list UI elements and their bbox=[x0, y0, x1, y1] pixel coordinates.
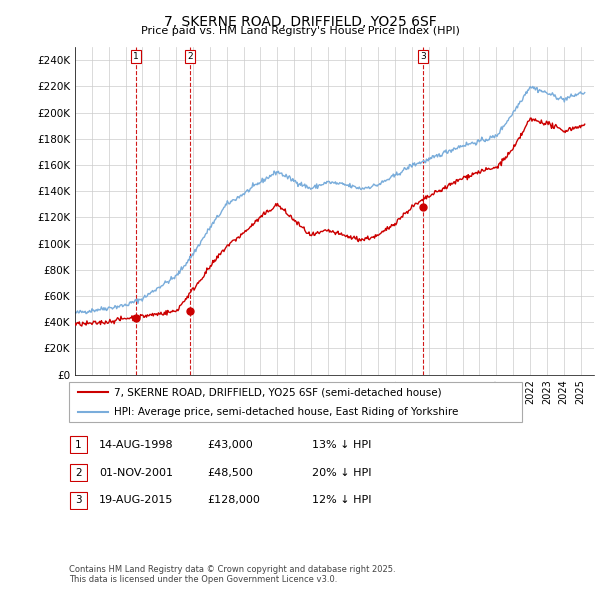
Text: 7, SKERNE ROAD, DRIFFIELD, YO25 6SF: 7, SKERNE ROAD, DRIFFIELD, YO25 6SF bbox=[164, 15, 436, 29]
Text: 01-NOV-2001: 01-NOV-2001 bbox=[99, 468, 173, 477]
Text: 19-AUG-2015: 19-AUG-2015 bbox=[99, 496, 173, 505]
Text: 20% ↓ HPI: 20% ↓ HPI bbox=[312, 468, 371, 477]
Text: Price paid vs. HM Land Registry's House Price Index (HPI): Price paid vs. HM Land Registry's House … bbox=[140, 26, 460, 36]
Text: 3: 3 bbox=[75, 496, 82, 505]
Text: 2: 2 bbox=[75, 468, 82, 477]
Text: 1: 1 bbox=[133, 52, 139, 61]
Text: 7, SKERNE ROAD, DRIFFIELD, YO25 6SF (semi-detached house): 7, SKERNE ROAD, DRIFFIELD, YO25 6SF (sem… bbox=[115, 387, 442, 397]
Text: £48,500: £48,500 bbox=[207, 468, 253, 477]
Text: 3: 3 bbox=[420, 52, 425, 61]
Text: £43,000: £43,000 bbox=[207, 440, 253, 450]
Text: £128,000: £128,000 bbox=[207, 496, 260, 505]
Text: 12% ↓ HPI: 12% ↓ HPI bbox=[312, 496, 371, 505]
Text: 1: 1 bbox=[75, 440, 82, 450]
FancyBboxPatch shape bbox=[70, 437, 87, 453]
FancyBboxPatch shape bbox=[69, 382, 522, 422]
Text: 13% ↓ HPI: 13% ↓ HPI bbox=[312, 440, 371, 450]
FancyBboxPatch shape bbox=[70, 464, 87, 481]
Text: HPI: Average price, semi-detached house, East Riding of Yorkshire: HPI: Average price, semi-detached house,… bbox=[115, 407, 458, 417]
FancyBboxPatch shape bbox=[70, 492, 87, 509]
Text: Contains HM Land Registry data © Crown copyright and database right 2025.
This d: Contains HM Land Registry data © Crown c… bbox=[69, 565, 395, 584]
Text: 14-AUG-1998: 14-AUG-1998 bbox=[99, 440, 173, 450]
Text: 2: 2 bbox=[187, 52, 193, 61]
